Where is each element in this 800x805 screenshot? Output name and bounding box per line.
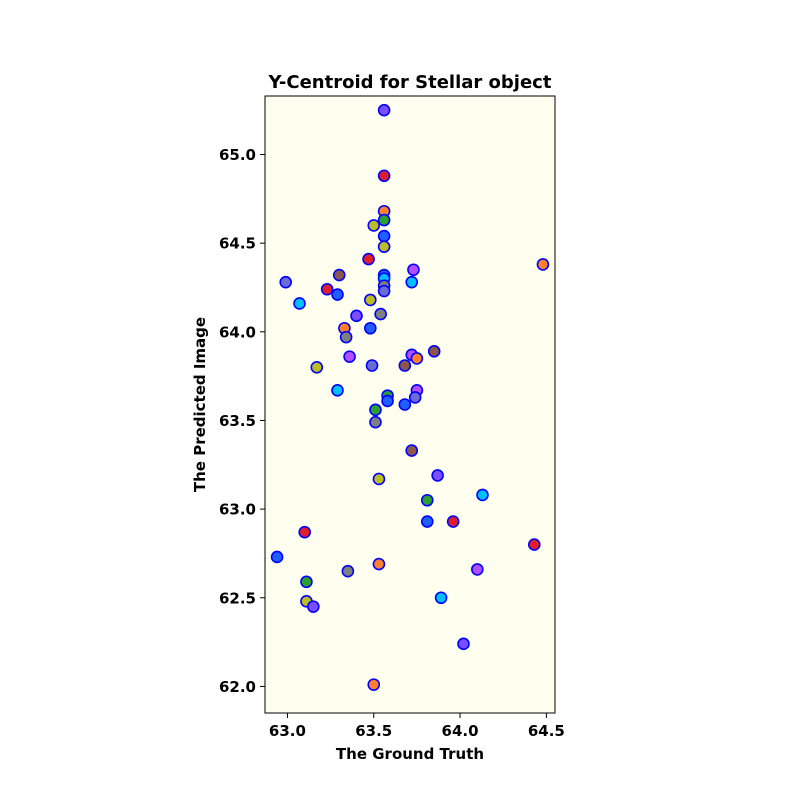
data-point-1 — [377, 103, 391, 117]
data-point-14 — [279, 275, 293, 289]
data-point-44 — [372, 472, 386, 486]
data-point-37 — [408, 391, 422, 404]
data-point-5 — [367, 219, 381, 232]
data-point-25 — [363, 321, 377, 335]
data-point-46 — [420, 493, 434, 507]
data-point-58 — [307, 600, 320, 613]
y-axis-ticks: 62.0 62.5 63.0 63.5 64.0 64.5 65.0 — [219, 146, 265, 696]
data-point-29 — [343, 350, 356, 363]
data-point-40 — [369, 403, 382, 417]
x-tick-label: 64.0 — [442, 722, 479, 740]
y-axis-label: The Predicted Image — [191, 317, 209, 492]
data-point-43 — [431, 469, 444, 482]
y-tick-label: 62.5 — [219, 589, 256, 607]
y-tick-label: 64.0 — [219, 323, 256, 341]
data-point-28 — [427, 345, 441, 358]
y-tick-label: 63.0 — [219, 501, 256, 519]
data-point-31 — [310, 360, 324, 374]
x-axis-ticks: 63.0 63.5 64.0 64.5 — [269, 713, 565, 740]
y-tick-label: 64.5 — [219, 235, 256, 253]
x-axis-label: The Ground Truth — [336, 745, 484, 763]
points-layer — [270, 103, 550, 691]
data-point-11 — [332, 268, 346, 282]
data-point-2 — [377, 169, 391, 183]
data-point-47 — [420, 515, 434, 528]
data-point-26 — [339, 330, 353, 344]
data-point-20 — [363, 293, 377, 307]
data-point-6 — [377, 229, 391, 243]
data-point-18 — [377, 284, 391, 298]
data-point-7 — [377, 240, 391, 253]
data-point-53 — [341, 564, 355, 578]
data-point-33 — [398, 359, 412, 372]
data-point-56 — [434, 591, 448, 605]
data-point-10 — [407, 263, 420, 277]
data-point-8 — [362, 252, 375, 266]
data-point-38 — [381, 394, 394, 408]
data-point-4 — [377, 213, 391, 227]
data-point-30 — [410, 352, 424, 365]
data-point-21 — [293, 297, 306, 310]
y-tick-label: 62.0 — [219, 678, 256, 696]
data-point-34 — [331, 384, 344, 397]
data-point-59 — [457, 637, 470, 651]
chart-title: Y-Centroid for Stellar object — [268, 72, 552, 93]
data-point-39 — [398, 398, 412, 411]
data-point-51 — [270, 550, 284, 564]
data-point-23 — [350, 309, 363, 323]
x-tick-label: 64.5 — [528, 722, 565, 740]
y-tick-label: 65.0 — [219, 146, 256, 164]
data-point-19 — [331, 288, 344, 301]
data-point-17 — [320, 282, 334, 296]
y-tick-label: 63.5 — [219, 412, 256, 430]
data-point-52 — [372, 557, 386, 571]
data-point-49 — [298, 525, 312, 539]
data-point-15 — [405, 275, 419, 289]
data-point-32 — [365, 359, 379, 372]
data-point-22 — [374, 307, 387, 321]
data-point-42 — [405, 444, 419, 457]
data-point-48 — [446, 515, 460, 528]
data-point-55 — [300, 575, 313, 589]
data-point-41 — [369, 415, 382, 429]
data-point-54 — [471, 563, 484, 576]
plot-frame — [264, 95, 556, 714]
data-point-60 — [367, 678, 381, 691]
x-tick-label: 63.0 — [269, 722, 306, 740]
data-point-9 — [536, 258, 550, 271]
data-point-50 — [527, 538, 541, 551]
x-tick-label: 63.5 — [355, 722, 392, 740]
data-point-45 — [476, 488, 489, 502]
